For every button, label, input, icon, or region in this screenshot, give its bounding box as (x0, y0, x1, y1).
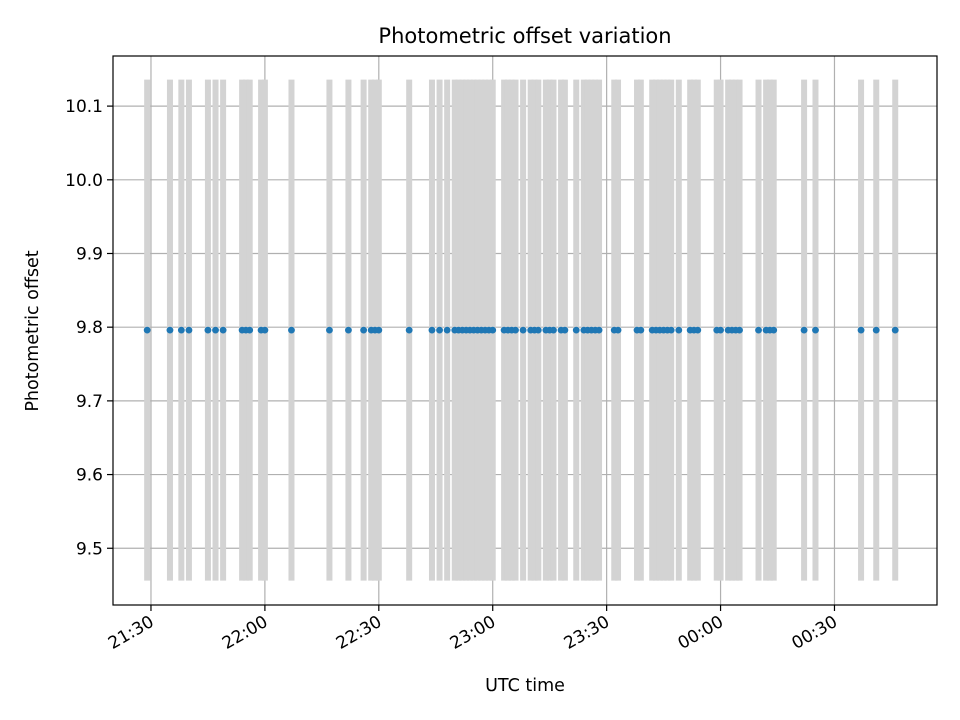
data-point (443, 326, 451, 334)
data-point (857, 326, 865, 334)
y-tick-label: 9.5 (76, 539, 103, 559)
data-point (561, 326, 569, 334)
x-tick-label: 21:30 (105, 612, 157, 654)
y-tick-label: 9.6 (76, 466, 103, 486)
data-point (166, 326, 174, 334)
data-point (204, 326, 212, 334)
x-tick-label: 23:00 (447, 612, 499, 654)
y-tick-label: 10.0 (65, 171, 103, 191)
x-tick-label: 00:00 (675, 612, 727, 654)
data-point (512, 326, 519, 334)
data-point (572, 326, 580, 334)
x-axis-label: UTC time (485, 676, 565, 696)
data-point (595, 326, 603, 334)
data-point (667, 326, 675, 334)
data-point (755, 326, 762, 334)
y-tick-label: 9.8 (76, 318, 103, 338)
data-point (675, 326, 683, 334)
data-point (637, 326, 645, 334)
data-point (143, 326, 151, 334)
y-tick-label: 10.1 (65, 97, 103, 117)
x-tick-label: 22:00 (219, 612, 271, 654)
data-point (694, 326, 702, 334)
data-point (177, 326, 185, 334)
x-tick-label: 00:30 (789, 612, 841, 654)
x-axis-ticks: 21:30 22:00 22:30 23:00 23:30 00:00 00:30 (105, 605, 841, 654)
data-point (428, 326, 436, 334)
data-point (489, 326, 497, 334)
data-points (143, 326, 899, 334)
data-point (534, 326, 542, 334)
data-point (219, 326, 227, 334)
data-point (405, 326, 413, 334)
y-tick-label: 9.7 (76, 392, 103, 412)
data-point (326, 326, 333, 334)
chart-title: Photometric offset variation (378, 24, 671, 48)
data-point (375, 326, 383, 334)
data-point (891, 326, 899, 334)
data-point (246, 326, 254, 334)
y-axis-label: Photometric offset (23, 250, 43, 411)
data-point (345, 326, 352, 334)
y-tick-label: 9.9 (76, 244, 103, 264)
data-point (360, 326, 368, 334)
data-point (261, 326, 269, 334)
data-point (614, 326, 622, 334)
data-point (717, 326, 724, 334)
y-axis-ticks: 9.5 9.6 9.7 9.8 9.9 10.0 10.1 (65, 97, 113, 559)
data-point (872, 326, 880, 334)
x-tick-label: 22:30 (333, 612, 385, 654)
data-point (770, 326, 778, 334)
data-point (288, 326, 295, 334)
data-point (800, 326, 808, 334)
plot-area-frame (112, 55, 938, 606)
data-point (736, 326, 743, 334)
data-point (185, 326, 193, 334)
x-tick-label: 23:30 (561, 612, 613, 654)
data-point (519, 326, 527, 334)
data-point (812, 326, 819, 334)
data-point (436, 326, 443, 334)
data-point (212, 326, 219, 334)
data-point (550, 326, 557, 334)
